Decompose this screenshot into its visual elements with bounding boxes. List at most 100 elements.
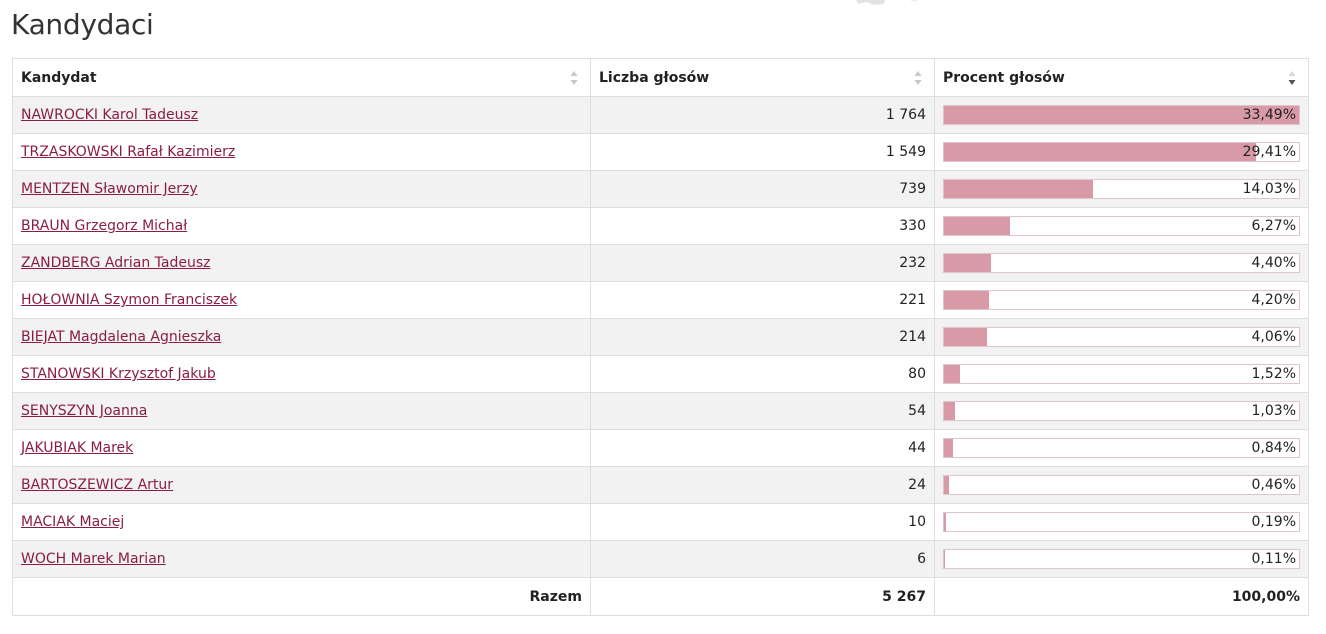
table-header-row: Kandydat Liczba głosów Procent głosów — [12, 58, 1309, 97]
votes-cell: 6 — [590, 540, 935, 578]
total-label: Razem — [12, 577, 591, 616]
percent-cell: 14,03% — [934, 170, 1309, 208]
percent-bar: 6,27% — [943, 216, 1300, 236]
header-kandydat[interactable]: Kandydat — [12, 58, 591, 97]
candidate-link[interactable]: BRAUN Grzegorz Michał — [21, 218, 188, 234]
votes-cell: 80 — [590, 355, 935, 393]
percent-label: 0,46% — [1251, 477, 1296, 493]
votes-cell: 10 — [590, 503, 935, 541]
candidate-link[interactable]: WOCH Marek Marian — [21, 551, 166, 567]
candidate-link[interactable]: MACIAK Maciej — [21, 514, 125, 530]
table-row: STANOWSKI Krzysztof Jakub 80 1,52% — [12, 355, 1309, 393]
percent-bar-fill — [944, 217, 1011, 235]
map-fragment-icon — [856, 0, 917, 5]
percent-bar-fill — [944, 254, 991, 272]
table-row: BIEJAT Magdalena Agnieszka 214 4,06% — [12, 318, 1309, 356]
candidate-cell: MACIAK Maciej — [12, 503, 591, 541]
percent-bar: 0,11% — [943, 549, 1300, 569]
percent-bar-fill — [944, 328, 988, 346]
candidate-cell: MENTZEN Sławomir Jerzy — [12, 170, 591, 208]
candidate-cell: WOCH Marek Marian — [12, 540, 591, 578]
percent-label: 0,19% — [1251, 514, 1296, 530]
candidate-cell: BIEJAT Magdalena Agnieszka — [12, 318, 591, 356]
table-row: TRZASKOWSKI Rafał Kazimierz 1 549 29,41% — [12, 133, 1309, 171]
sort-both-icon — [914, 71, 922, 85]
percent-bar-fill — [944, 550, 946, 568]
percent-label: 6,27% — [1251, 218, 1296, 234]
percent-label: 29,41% — [1242, 144, 1296, 160]
percent-label: 4,40% — [1251, 255, 1296, 271]
table-row: MACIAK Maciej 10 0,19% — [12, 503, 1309, 541]
table-row: HOŁOWNIA Szymon Franciszek 221 4,20% — [12, 281, 1309, 319]
votes-cell: 330 — [590, 207, 935, 245]
percent-bar-fill — [944, 365, 961, 383]
percent-bar-fill — [944, 476, 949, 494]
percent-bar: 0,46% — [943, 475, 1300, 495]
percent-cell: 0,84% — [934, 429, 1309, 467]
candidate-cell: TRZASKOWSKI Rafał Kazimierz — [12, 133, 591, 171]
votes-cell: 214 — [590, 318, 935, 356]
percent-cell: 0,46% — [934, 466, 1309, 504]
candidate-link[interactable]: TRZASKOWSKI Rafał Kazimierz — [21, 144, 236, 160]
header-label: Kandydat — [21, 69, 97, 86]
percent-bar: 1,52% — [943, 364, 1300, 384]
percent-label: 1,03% — [1251, 403, 1296, 419]
header-liczba-glosow[interactable]: Liczba głosów — [590, 58, 935, 97]
percent-cell: 6,27% — [934, 207, 1309, 245]
percent-cell: 29,41% — [934, 133, 1309, 171]
candidates-table: Kandydat Liczba głosów Procent głosów — [12, 58, 1309, 616]
percent-bar-fill — [944, 180, 1093, 198]
percent-bar: 29,41% — [943, 142, 1300, 162]
candidate-cell: BARTOSZEWICZ Artur — [12, 466, 591, 504]
votes-cell: 44 — [590, 429, 935, 467]
votes-cell: 232 — [590, 244, 935, 282]
percent-cell: 0,11% — [934, 540, 1309, 578]
table-row: BRAUN Grzegorz Michał 330 6,27% — [12, 207, 1309, 245]
votes-cell: 221 — [590, 281, 935, 319]
percent-bar: 4,06% — [943, 327, 1300, 347]
candidate-cell: JAKUBIAK Marek — [12, 429, 591, 467]
percent-bar: 0,19% — [943, 512, 1300, 532]
candidate-link[interactable]: ZANDBERG Adrian Tadeusz — [21, 255, 211, 271]
percent-label: 0,11% — [1251, 551, 1296, 567]
candidate-cell: STANOWSKI Krzysztof Jakub — [12, 355, 591, 393]
candidate-link[interactable]: BIEJAT Magdalena Agnieszka — [21, 329, 222, 345]
table-row: MENTZEN Sławomir Jerzy 739 14,03% — [12, 170, 1309, 208]
percent-label: 33,49% — [1242, 107, 1296, 123]
candidate-link[interactable]: NAWROCKI Karol Tadeusz — [21, 107, 199, 123]
percent-cell: 1,03% — [934, 392, 1309, 430]
percent-cell: 33,49% — [934, 96, 1309, 134]
candidate-link[interactable]: STANOWSKI Krzysztof Jakub — [21, 366, 216, 382]
candidate-link[interactable]: HOŁOWNIA Szymon Franciszek — [21, 292, 238, 308]
candidate-link[interactable]: BARTOSZEWICZ Artur — [21, 477, 174, 493]
percent-label: 0,84% — [1251, 440, 1296, 456]
candidate-cell: NAWROCKI Karol Tadeusz — [12, 96, 591, 134]
table-row: WOCH Marek Marian 6 0,11% — [12, 540, 1309, 578]
total-row: Razem 5 267 100,00% — [12, 577, 1309, 616]
sort-both-icon — [570, 71, 578, 85]
header-label: Liczba głosów — [599, 69, 710, 86]
percent-cell: 4,20% — [934, 281, 1309, 319]
percent-bar: 0,84% — [943, 438, 1300, 458]
header-procent-glosow[interactable]: Procent głosów — [934, 58, 1309, 97]
table-row: BARTOSZEWICZ Artur 24 0,46% — [12, 466, 1309, 504]
percent-label: 1,52% — [1251, 366, 1296, 382]
total-votes: 5 267 — [590, 577, 935, 616]
candidate-cell: SENYSZYN Joanna — [12, 392, 591, 430]
percent-label: 4,06% — [1251, 329, 1296, 345]
percent-label: 4,20% — [1251, 292, 1296, 308]
sort-desc-icon — [1288, 71, 1296, 85]
percent-cell: 1,52% — [934, 355, 1309, 393]
page-title: Kandydaci — [11, 8, 154, 41]
candidate-link[interactable]: JAKUBIAK Marek — [21, 440, 134, 456]
votes-cell: 739 — [590, 170, 935, 208]
candidate-link[interactable]: MENTZEN Sławomir Jerzy — [21, 181, 198, 197]
candidate-link[interactable]: SENYSZYN Joanna — [21, 403, 148, 419]
table-row: NAWROCKI Karol Tadeusz 1 764 33,49% — [12, 96, 1309, 134]
total-percent: 100,00% — [934, 577, 1309, 616]
percent-bar: 4,20% — [943, 290, 1300, 310]
percent-bar-fill — [944, 143, 1256, 161]
table-row: ZANDBERG Adrian Tadeusz 232 4,40% — [12, 244, 1309, 282]
percent-cell: 4,40% — [934, 244, 1309, 282]
percent-label: 14,03% — [1242, 181, 1296, 197]
